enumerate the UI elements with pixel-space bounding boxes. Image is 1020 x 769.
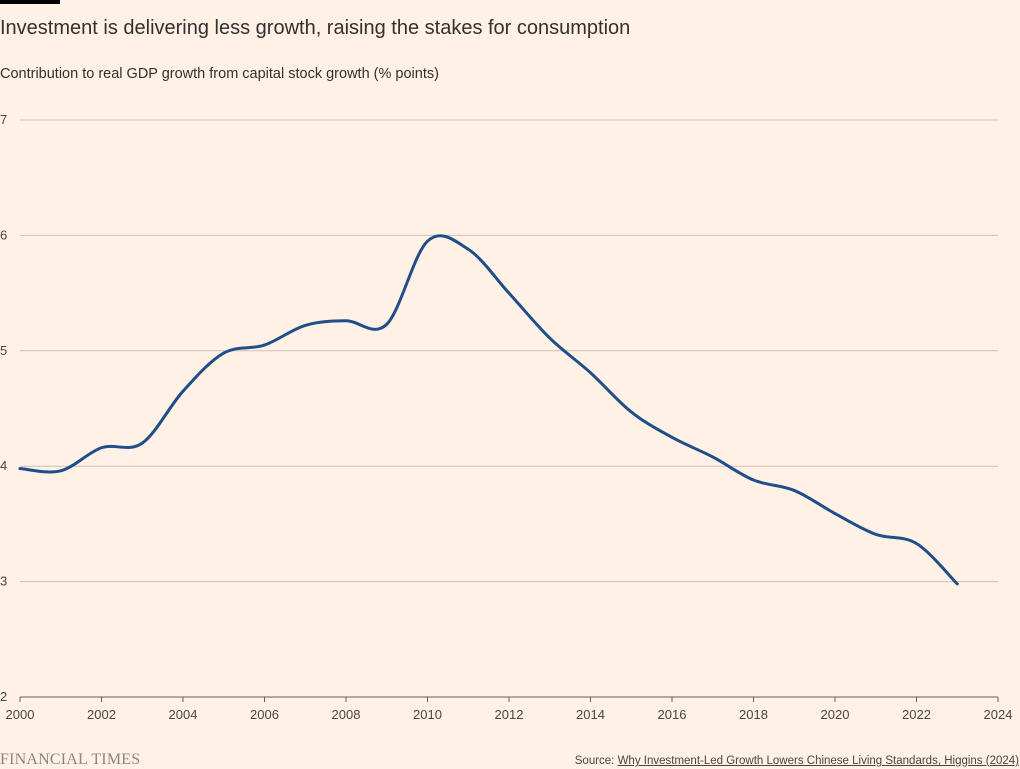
- data-point-2005[interactable]: [218, 347, 230, 359]
- x-tick-label-2006: 2006: [250, 707, 279, 722]
- source-note: Source: Why Investment-Led Growth Lowers…: [575, 753, 1019, 769]
- data-point-2007[interactable]: [299, 319, 311, 331]
- x-axis-labels: 2000 2002 2004 2006 2008 2010 2012 2014 2016 2018…: [6, 707, 1013, 722]
- data-point-2012[interactable]: [503, 287, 515, 299]
- data-point-2004[interactable]: [177, 385, 189, 397]
- data-point-2021[interactable]: [870, 528, 882, 540]
- data-point-2017[interactable]: [707, 451, 719, 463]
- y-tick-label-7: 7: [0, 112, 7, 127]
- data-point-2013[interactable]: [544, 332, 556, 344]
- series-layer: [14, 234, 963, 590]
- data-point-2023[interactable]: [951, 578, 963, 590]
- data-point-2000[interactable]: [14, 463, 26, 475]
- x-tick-label-2010: 2010: [413, 707, 442, 722]
- data-point-2016[interactable]: [666, 431, 678, 443]
- chart-title: Investment is delivering less growth, ra…: [0, 17, 631, 39]
- x-tick-label-2016: 2016: [658, 707, 687, 722]
- ft-brand-bar: [0, 0, 60, 4]
- data-point-2015[interactable]: [625, 406, 637, 418]
- y-tick-label-2: 2: [0, 689, 7, 704]
- data-point-2009[interactable]: [381, 318, 393, 330]
- source-link[interactable]: Why Investment-Led Growth Lowers Chinese…: [617, 755, 1019, 767]
- data-point-2006[interactable]: [259, 339, 271, 351]
- series-line-0: [18, 234, 959, 586]
- data-point-2020[interactable]: [829, 508, 841, 520]
- ft-logo: FINANCIAL TIMES: [0, 751, 141, 768]
- data-point-2001[interactable]: [55, 465, 67, 477]
- y-tick-label-6: 6: [0, 227, 7, 242]
- y-tick-label-5: 5: [0, 343, 7, 358]
- x-tick-label-2004: 2004: [169, 707, 198, 722]
- data-point-2019[interactable]: [788, 484, 800, 496]
- data-point-2022[interactable]: [911, 538, 923, 550]
- x-axis: [19, 696, 999, 702]
- x-tick-label-2000: 2000: [6, 707, 35, 722]
- data-point-2008[interactable]: [340, 315, 352, 327]
- chart-subtitle: Contribution to real GDP growth from cap…: [0, 66, 439, 82]
- x-tick-label-2002: 2002: [87, 707, 116, 722]
- data-point-2018[interactable]: [748, 474, 760, 486]
- y-tick-label-4: 4: [0, 458, 7, 473]
- data-point-2003[interactable]: [136, 437, 148, 449]
- x-tick-label-2008: 2008: [332, 707, 361, 722]
- data-point-2014[interactable]: [585, 367, 597, 379]
- x-tick-label-2018: 2018: [739, 707, 768, 722]
- x-tick-label-2022: 2022: [902, 707, 931, 722]
- x-tick-label-2020: 2020: [821, 707, 850, 722]
- gridlines: [20, 119, 998, 583]
- x-tick-label-2014: 2014: [576, 707, 605, 722]
- data-point-2010[interactable]: [422, 235, 434, 247]
- y-tick-label-3: 3: [0, 574, 7, 589]
- data-point-2002[interactable]: [96, 442, 108, 454]
- x-tick-label-2024: 2024: [984, 707, 1013, 722]
- source-prefix: Source:: [574, 755, 618, 767]
- data-point-2011[interactable]: [462, 243, 474, 255]
- y-axis-labels: 2 3 4 5 6 7: [0, 112, 7, 704]
- x-tick-label-2012: 2012: [495, 707, 524, 722]
